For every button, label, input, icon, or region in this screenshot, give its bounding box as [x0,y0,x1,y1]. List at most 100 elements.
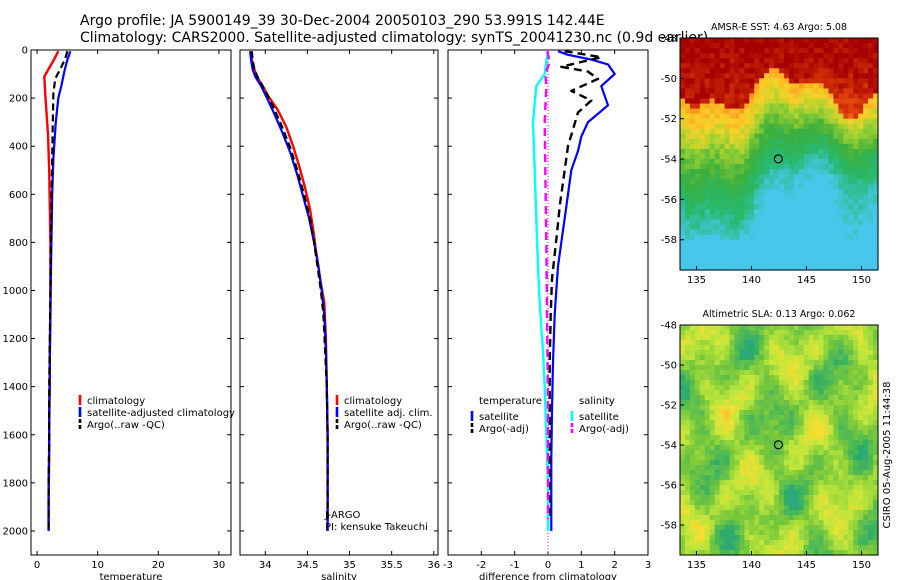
map-cell [719,93,726,100]
map-cell [739,259,745,266]
map-cell [779,330,785,336]
map-cell [868,43,874,49]
map-cell [739,103,745,110]
map-cell [759,138,765,145]
map-cell [759,345,765,351]
map-cell [744,58,750,64]
map-cell [739,48,745,54]
map-cell [744,545,750,551]
map-cell [793,48,800,54]
map-cell [853,123,859,130]
map-cell [749,435,755,441]
map-cell [858,83,864,90]
map-cell [769,395,775,401]
map-cell [774,365,780,371]
map-cell [779,103,785,110]
map-cell [764,510,770,516]
map-cell [823,345,830,351]
map-cell [724,259,731,266]
map-cell [843,148,849,155]
y-tick-label-depth: 1600 [3,430,28,441]
map-cell [714,435,721,441]
pi-label: PI: kensuke Takeuchi [325,522,428,533]
map-cell [818,495,825,501]
map-cell [694,435,701,441]
map-cell [699,440,706,446]
map-cell [764,525,770,531]
map-cell [759,164,765,170]
map-cell [769,63,775,69]
map-cell [714,370,721,376]
map-cell [873,159,879,165]
map-cell [769,148,775,155]
map-cell [759,460,765,466]
map-cell [858,505,864,511]
map-cell [739,355,745,361]
map-cell [774,510,780,516]
map-cell [808,98,815,105]
map-cell [719,480,726,486]
map-cell [818,450,825,456]
map-cell [818,470,825,476]
y-tick-label-depth: 0 [22,46,28,57]
map-cell [724,370,731,376]
map-cell [858,430,864,436]
map-y-tick-label: -52 [661,401,677,412]
map-cell [734,219,740,226]
map-cell [694,430,701,436]
map-cell [813,330,820,336]
map-cell [803,380,810,386]
map-cell [783,209,790,216]
map-cell [823,365,830,371]
map-cell [863,73,869,79]
map-cell [694,335,701,341]
map-cell [694,425,701,431]
map-cell [833,209,839,216]
map-cell [774,118,780,125]
map-cell [828,415,835,421]
map-cell [749,465,755,471]
map-cell [759,435,765,441]
map-cell [788,174,795,180]
map-cell [783,345,790,351]
map-cell [783,53,790,59]
map-cell [863,143,869,150]
map-cell [863,103,869,110]
map-cell [828,194,835,200]
map-cell [704,164,711,170]
map-cell [680,515,686,521]
map-cell [873,330,879,336]
map-cell [769,264,775,271]
map-cell [734,475,740,481]
map-cell [779,88,785,95]
map-cell [699,480,706,486]
map-cell [680,143,686,150]
map-cell [853,209,859,216]
map-cell [838,515,844,521]
map-cell [828,545,835,551]
map-cell [798,199,805,206]
map-cell [788,138,795,145]
map-cell [779,38,785,44]
map-cell [868,385,874,391]
map-cell [689,525,696,531]
map-cell [739,465,745,471]
map-cell [818,550,825,556]
map-cell [833,244,839,251]
map-cell [828,68,835,74]
map-cell [699,370,706,376]
map-cell [848,164,854,170]
map-cell [769,224,775,231]
map-cell [744,520,750,526]
map-cell [823,500,830,506]
map-cell [873,244,879,251]
map-cell [818,465,825,471]
map-cell [788,118,795,125]
map-cell [868,239,874,246]
map-cell [853,490,859,496]
map-cell [783,330,790,336]
map-cell [808,375,815,381]
map-cell [779,355,785,361]
map-cell [808,530,815,536]
map-cell [724,189,731,195]
